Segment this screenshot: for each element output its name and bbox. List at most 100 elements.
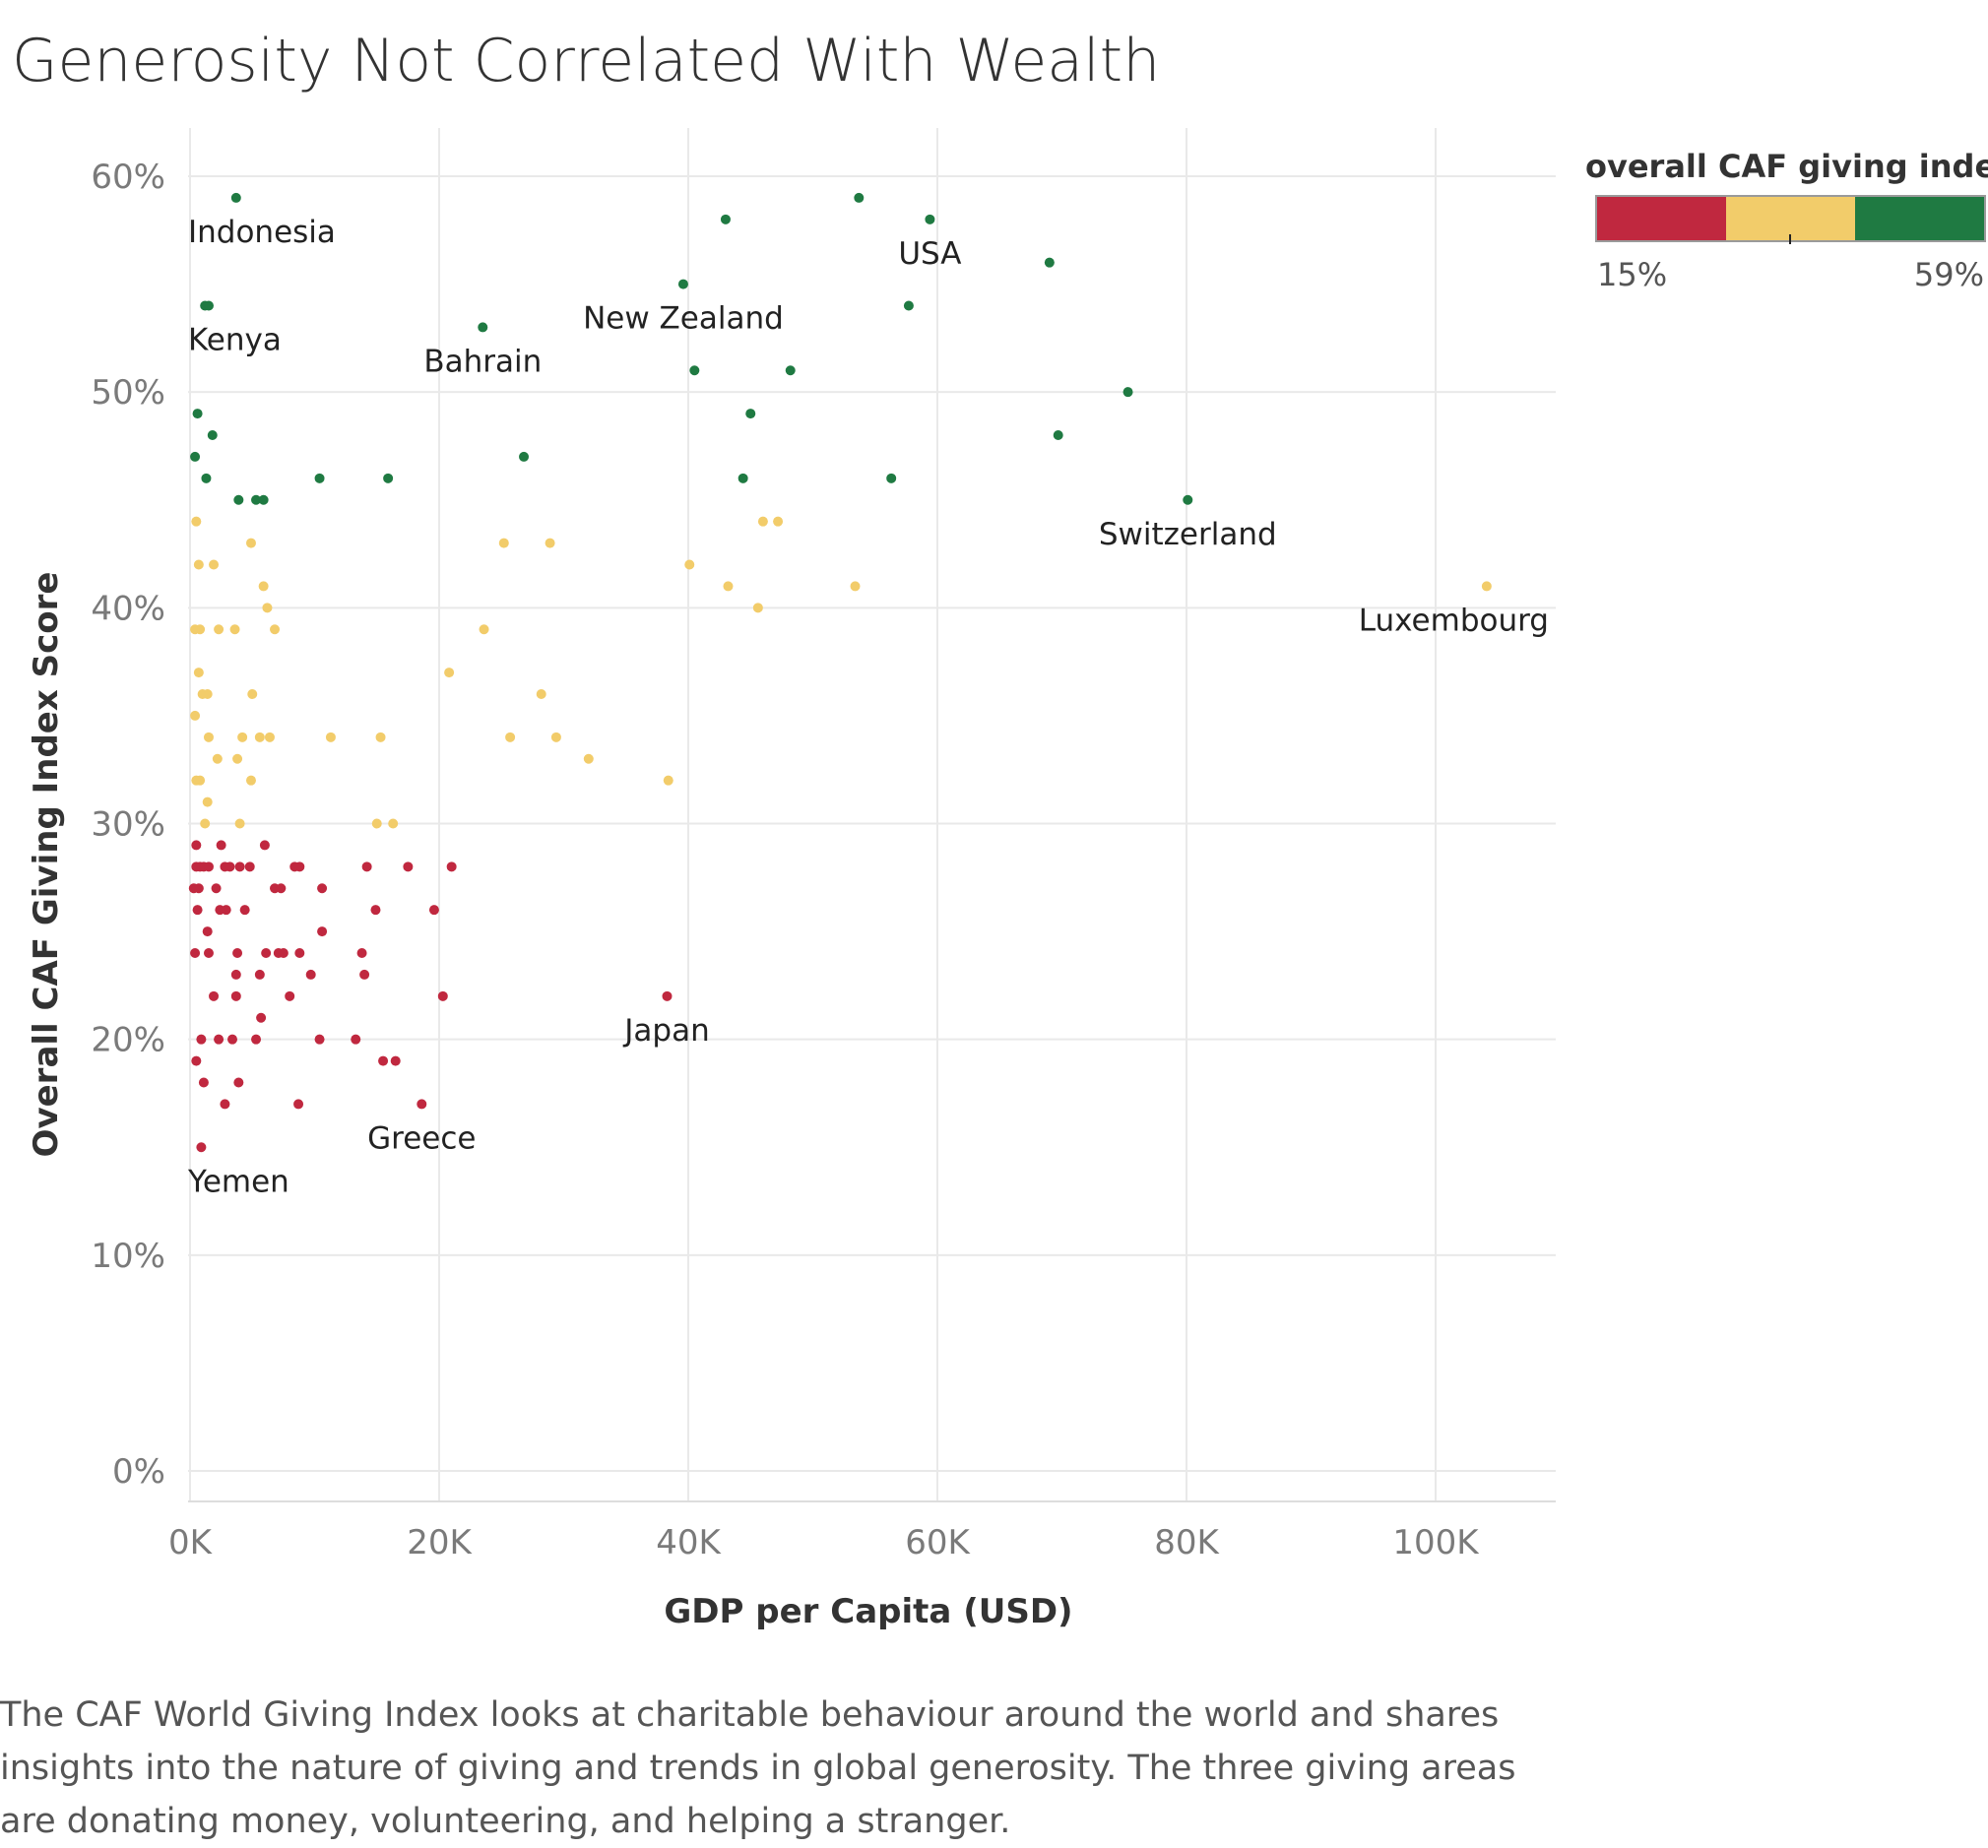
y-tick-label: 50% (91, 373, 165, 413)
data-point (378, 1055, 389, 1066)
data-point (216, 840, 226, 851)
y-axis-ticks: 0% 10% 20% 30% 40% 50% 60% (91, 158, 165, 1492)
point-annotation: USA (898, 236, 961, 272)
y-tick-label: 40% (91, 589, 165, 628)
data-point (230, 990, 241, 1001)
data-point (201, 473, 212, 483)
data-point (314, 473, 325, 483)
data-point (498, 538, 509, 548)
data-point (227, 1034, 238, 1045)
data-point (446, 861, 457, 872)
data-point (234, 818, 245, 829)
data-point (190, 948, 201, 958)
data-point (214, 624, 224, 635)
data-point (583, 753, 594, 764)
data-point (359, 969, 370, 980)
data-point (1183, 494, 1193, 505)
data-point (193, 559, 204, 570)
legend-max-label: 59% (1914, 256, 1984, 293)
data-point (745, 409, 756, 419)
data-point (233, 494, 244, 505)
data-point (203, 948, 214, 958)
data-point (258, 581, 269, 592)
x-tick-label: 0K (168, 1523, 214, 1562)
x-axis-ticks: 0K 20K 40K 60K 80K 100K (168, 1523, 1480, 1562)
data-point (403, 861, 414, 872)
data-point (390, 1055, 401, 1066)
data-point (202, 926, 213, 937)
legend-swatch-mid (1726, 197, 1855, 240)
data-point (256, 1012, 267, 1023)
data-point (903, 300, 914, 311)
data-point (220, 1099, 230, 1110)
data-point (276, 883, 287, 894)
data-point (752, 603, 763, 613)
y-tick-label: 0% (112, 1452, 165, 1492)
data-point (190, 710, 201, 721)
data-point (757, 516, 768, 527)
data-point (211, 883, 222, 894)
point-annotation: Switzerland (1099, 517, 1277, 552)
point-annotation: Greece (367, 1120, 476, 1156)
data-point (294, 948, 305, 958)
data-point (193, 668, 204, 678)
data-point (785, 365, 796, 376)
x-tick-label: 100K (1392, 1523, 1480, 1562)
x-tick-label: 80K (1154, 1523, 1220, 1562)
data-point (417, 1099, 427, 1110)
data-point (202, 689, 213, 699)
data-point (209, 559, 220, 570)
y-tick-label: 30% (91, 805, 165, 845)
data-point (720, 214, 731, 224)
data-point (444, 668, 455, 678)
data-point (193, 883, 204, 894)
data-point (317, 926, 328, 937)
data-point (293, 1099, 304, 1110)
data-point (1053, 430, 1063, 440)
legend-title: overall CAF giving inde.. (1585, 148, 1988, 185)
data-point (254, 969, 265, 980)
data-point (196, 1034, 207, 1045)
data-point (195, 624, 206, 635)
data-point (234, 861, 245, 872)
x-tick-label: 20K (407, 1523, 473, 1562)
y-axis-label: Overall CAF Giving Index Score (27, 572, 66, 1158)
data-point (662, 990, 673, 1001)
x-axis-label: GDP per Capita (USD) (664, 1592, 1072, 1631)
data-point (251, 1034, 262, 1045)
data-point (251, 494, 262, 505)
data-point (202, 797, 213, 807)
legend-min-label: 15% (1597, 256, 1667, 293)
data-point (536, 689, 546, 699)
data-point (689, 365, 700, 376)
data-point (233, 1077, 244, 1088)
x-tick-label: 40K (656, 1523, 722, 1562)
data-point (723, 581, 734, 592)
data-point (224, 861, 235, 872)
legend-swatch-high (1855, 197, 1984, 240)
data-points (188, 192, 1492, 1153)
data-point (850, 581, 861, 592)
data-point (1122, 387, 1133, 398)
data-point (244, 861, 255, 872)
data-point (677, 279, 688, 289)
data-point (370, 905, 381, 916)
data-point (191, 840, 202, 851)
data-point (361, 861, 372, 872)
point-annotation: Yemen (187, 1164, 289, 1199)
data-point (200, 818, 211, 829)
data-point (258, 494, 269, 505)
data-point (351, 1034, 361, 1045)
data-point (663, 775, 673, 786)
data-point (198, 1077, 209, 1088)
point-annotation: Luxembourg (1359, 603, 1549, 638)
data-point (1044, 257, 1055, 268)
data-point (886, 473, 897, 483)
data-point (925, 214, 935, 224)
data-point (232, 948, 243, 958)
data-point (478, 322, 488, 333)
data-point (317, 883, 328, 894)
data-point (545, 538, 555, 548)
data-point (773, 516, 784, 527)
data-point (237, 732, 248, 742)
